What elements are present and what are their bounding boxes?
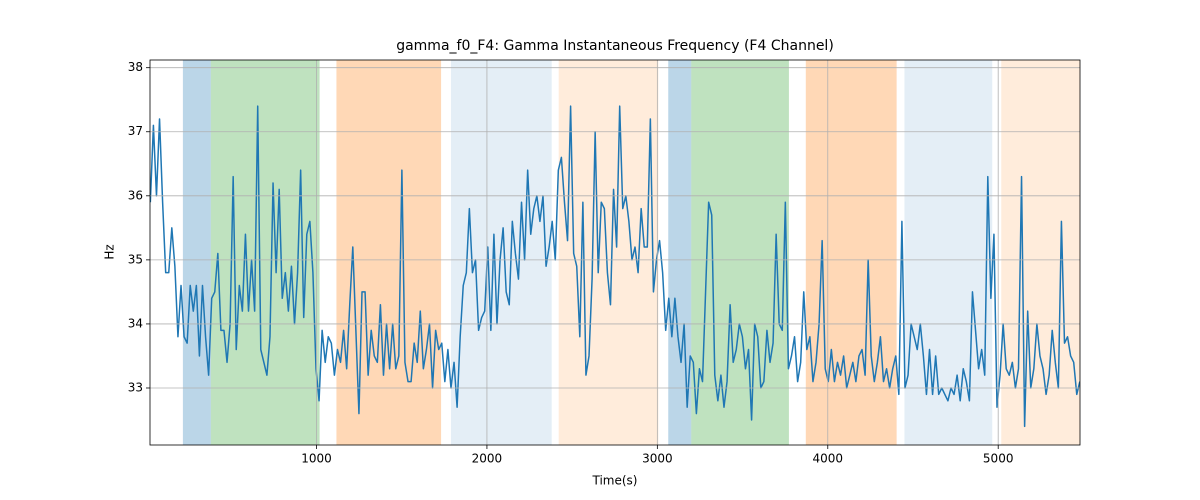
shaded-span bbox=[805, 60, 897, 445]
y-tick-label: 34 bbox=[128, 316, 143, 330]
x-tick-label: 2000 bbox=[472, 452, 503, 466]
y-tick-label: 35 bbox=[128, 252, 143, 266]
x-axis-label: Time(s) bbox=[592, 474, 638, 488]
y-tick-label: 36 bbox=[128, 188, 143, 202]
plot-area bbox=[150, 60, 1080, 445]
axes-frame bbox=[149, 59, 1081, 446]
y-tick-label: 37 bbox=[128, 124, 143, 138]
y-tick-label: 38 bbox=[128, 60, 143, 74]
shaded-span bbox=[336, 60, 442, 445]
y-axis-label: Hz bbox=[103, 244, 117, 259]
shaded-span bbox=[558, 60, 659, 445]
x-tick-label: 4000 bbox=[813, 452, 844, 466]
x-tick-label: 1000 bbox=[301, 452, 332, 466]
chart-title: gamma_f0_F4: Gamma Instantaneous Frequen… bbox=[396, 38, 834, 54]
y-tick-label: 33 bbox=[128, 380, 143, 394]
shaded-span bbox=[691, 60, 789, 445]
shaded-span bbox=[210, 60, 320, 445]
x-tick-label: 5000 bbox=[983, 452, 1014, 466]
x-tick-label: 3000 bbox=[642, 452, 673, 466]
shaded-span bbox=[182, 60, 211, 445]
shaded-span bbox=[904, 60, 993, 445]
shaded-span bbox=[1001, 60, 1080, 445]
data-line bbox=[150, 105, 1080, 428]
